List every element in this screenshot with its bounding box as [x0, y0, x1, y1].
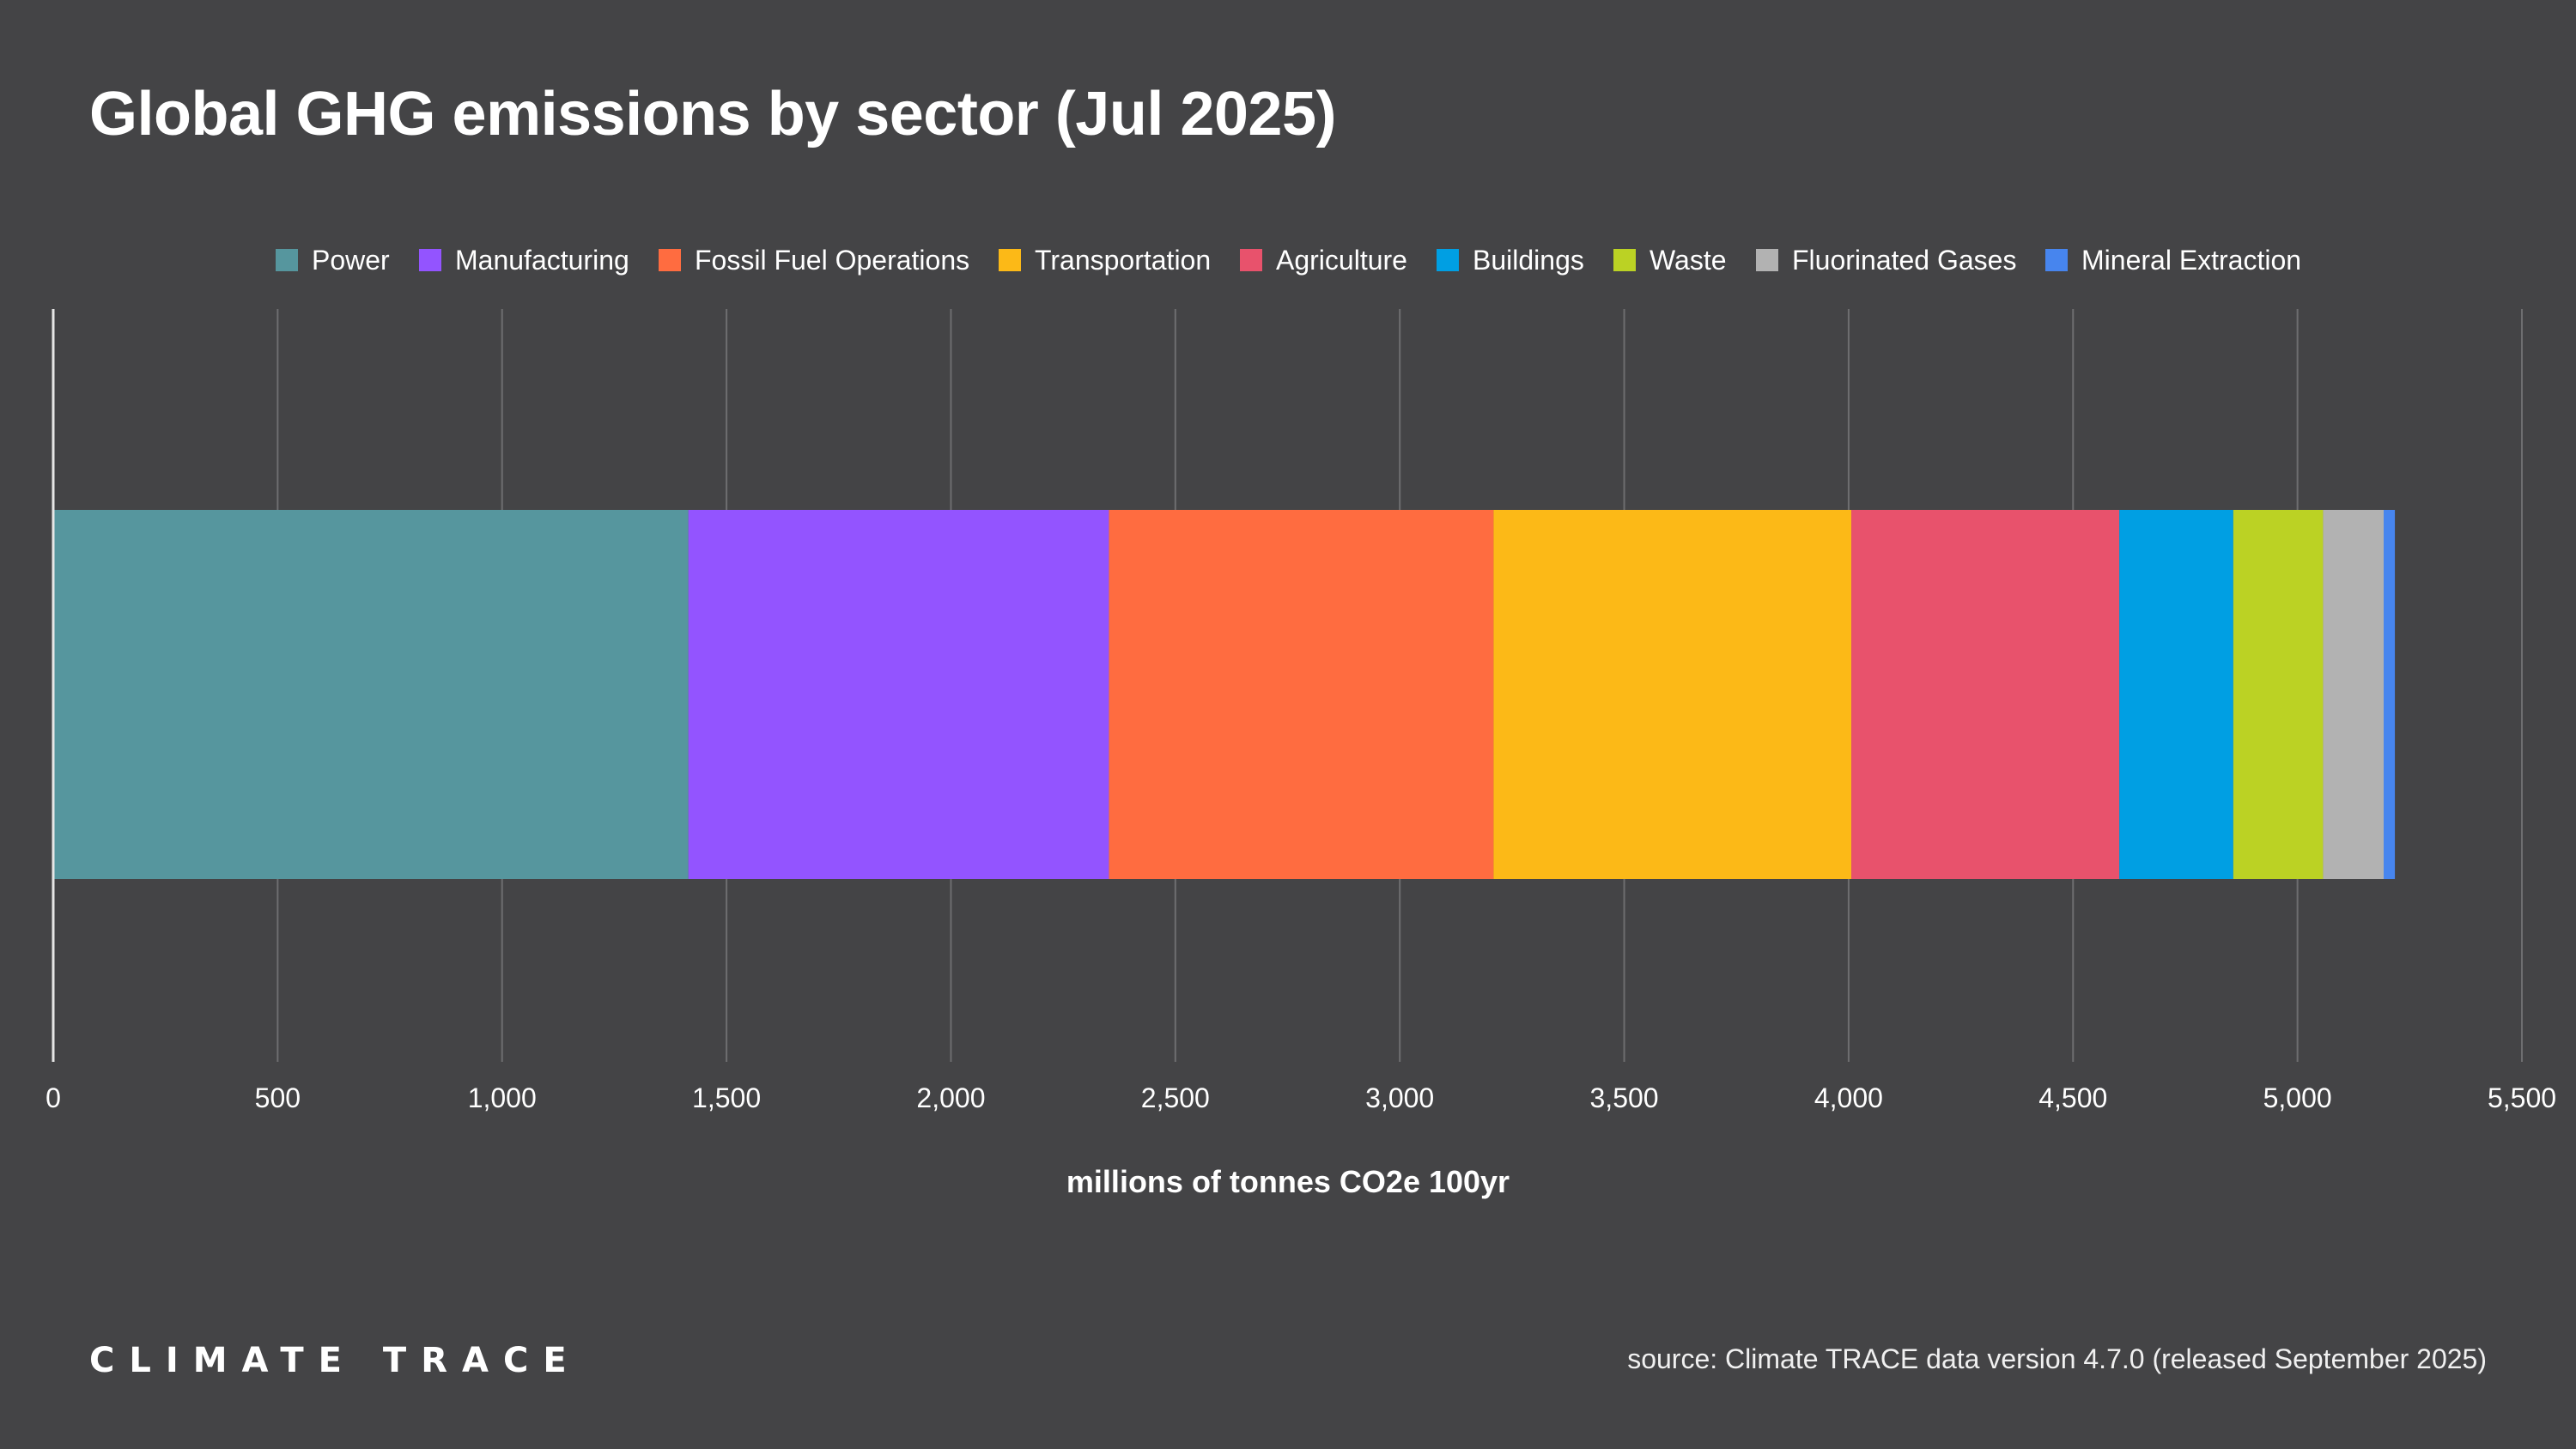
x-tick-label-4000: 4,000	[1814, 1082, 1883, 1113]
legend-swatch	[276, 249, 298, 271]
legend-swatch	[1240, 249, 1262, 271]
legend-swatch	[1437, 249, 1459, 271]
x-tick-label-500: 500	[255, 1082, 301, 1113]
x-tick-label-5500: 5,500	[2488, 1082, 2556, 1113]
bar-segment-mineral-extraction	[2384, 510, 2396, 879]
x-tick-label-5000: 5,000	[2263, 1082, 2332, 1113]
legend-item-buildings: Buildings	[1437, 239, 1584, 282]
x-tick-label-3500: 3,500	[1590, 1082, 1659, 1113]
bar-segment-transportation	[1493, 510, 1852, 879]
x-tick-label-4500: 4,500	[2038, 1082, 2107, 1113]
legend-label: Fluorinated Gases	[1792, 244, 2017, 276]
legend-item-transportation: Transportation	[999, 239, 1211, 282]
legend-swatch	[1613, 249, 1636, 271]
legend-label: Agriculture	[1276, 244, 1407, 276]
legend-item-manufacturing: Manufacturing	[419, 239, 629, 282]
legend-swatch	[2045, 249, 2068, 271]
legend-label: Fossil Fuel Operations	[695, 244, 970, 276]
legend-item-fluorinated-gases: Fluorinated Gases	[1756, 239, 2016, 282]
legend-item-waste: Waste	[1613, 239, 1727, 282]
x-tick-label-2500: 2,500	[1141, 1082, 1210, 1113]
legend-label: Manufacturing	[455, 244, 629, 276]
legend-label: Power	[312, 244, 390, 276]
legend-item-fossil-fuel-operations: Fossil Fuel Operations	[659, 239, 969, 282]
legend-label: Transportation	[1035, 244, 1212, 276]
x-tick-label-1500: 1,500	[692, 1082, 761, 1113]
legend: Power Manufacturing Fossil Fuel Operations…	[0, 239, 2576, 282]
legend-swatch	[999, 249, 1021, 271]
x-tick-label-3000: 3,000	[1365, 1082, 1434, 1113]
bar-segment-fossil-fuel-operations	[1109, 510, 1494, 879]
x-axis-title: millions of tonnes CO2e 100yr	[1066, 1164, 1510, 1199]
bar-segment-fluorinated-gases	[2323, 510, 2384, 879]
legend-item-agriculture: Agriculture	[1240, 239, 1407, 282]
x-tick-label-0: 0	[46, 1082, 61, 1113]
chart-title: Global GHG emissions by sector (Jul 2025…	[89, 80, 1336, 149]
bar-segment-manufacturing	[688, 510, 1109, 879]
x-tick-label-2000: 2,000	[916, 1082, 985, 1113]
bar-segment-waste	[2233, 510, 2324, 879]
legend-label: Mineral Extraction	[2081, 244, 2302, 276]
legend-swatch	[1756, 249, 1778, 271]
bar-segment-buildings	[2119, 510, 2233, 879]
climate-trace-logo: CLIMATE TRACE	[89, 1341, 581, 1380]
x-tick-label-1000: 1,000	[468, 1082, 537, 1113]
legend-label: Waste	[1649, 244, 1727, 276]
source-note: source: Climate TRACE data version 4.7.0…	[1627, 1343, 2487, 1374]
bar-segment-agriculture	[1851, 510, 2120, 879]
legend-item-mineral-extraction: Mineral Extraction	[2045, 239, 2301, 282]
bar-segment-power	[53, 510, 689, 879]
legend-label: Buildings	[1473, 244, 1584, 276]
legend-item-power: Power	[276, 239, 390, 282]
legend-swatch	[419, 249, 441, 271]
legend-swatch	[659, 249, 681, 271]
